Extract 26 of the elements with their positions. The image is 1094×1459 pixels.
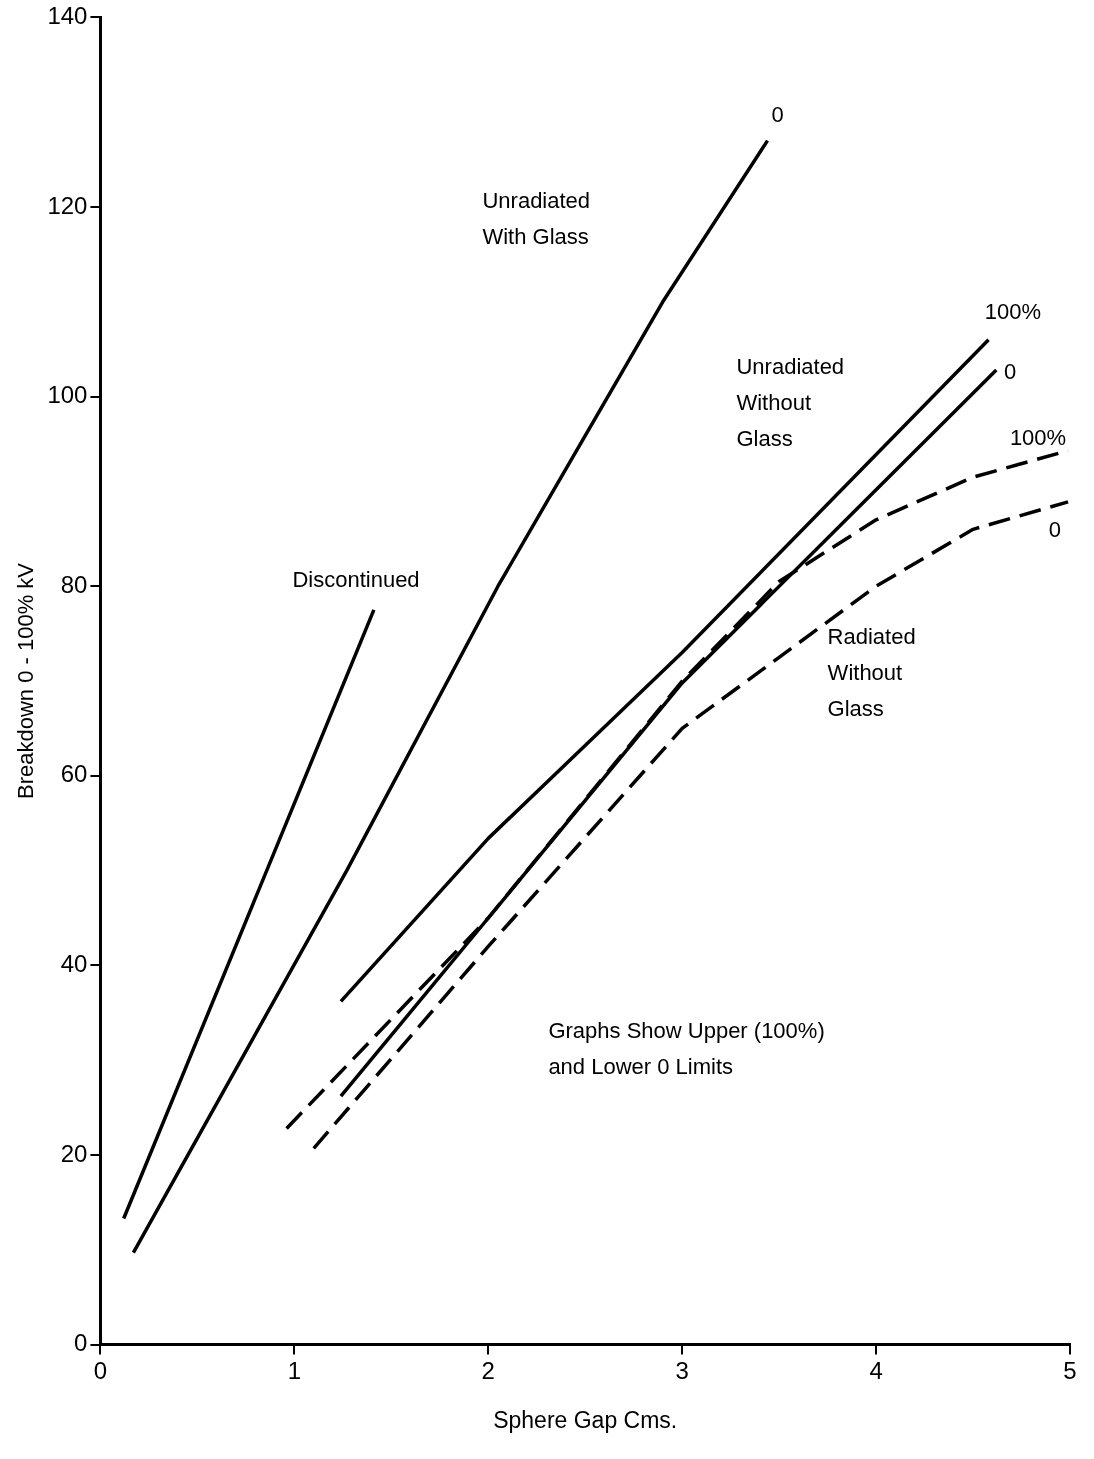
annotation: Unradiated Without Glass [736, 354, 845, 452]
annotation: 100% [1009, 425, 1067, 451]
y-axis-title: Breakdown 0 - 100% kV [13, 562, 39, 800]
annotation: Radiated Without Glass [827, 624, 916, 722]
y-tick-label: 120 [47, 191, 88, 219]
y-tick-label: 40 [60, 950, 88, 978]
x-tick-label: 2 [481, 1356, 495, 1384]
x-tick-label: 5 [1063, 1356, 1077, 1384]
annotation: 0 [1004, 358, 1017, 384]
y-tick-label: 0 [74, 1329, 88, 1357]
y-tick-label: 80 [60, 570, 88, 598]
y-tick-label: 60 [60, 760, 88, 788]
annotation: 0 [771, 102, 784, 128]
x-tick-label: 3 [675, 1356, 689, 1384]
y-tick-label: 20 [60, 1139, 88, 1167]
y-tick-label: 100 [47, 381, 88, 409]
x-tick-label: 1 [287, 1356, 302, 1384]
annotation: Graphs Show Upper (100%) and Lower 0 Limits [548, 1017, 825, 1079]
x-tick-label: 0 [93, 1356, 108, 1384]
annotation: 100% [984, 299, 1041, 325]
x-axis-title: Sphere Gap Cms. [493, 1406, 678, 1433]
annotation: 0 [1048, 517, 1061, 543]
annotation: Unradiated With Glass [482, 188, 591, 250]
y-tick-label: 140 [47, 2, 88, 30]
x-tick-label: 4 [869, 1356, 883, 1384]
annotation: Discontinued [292, 566, 420, 592]
